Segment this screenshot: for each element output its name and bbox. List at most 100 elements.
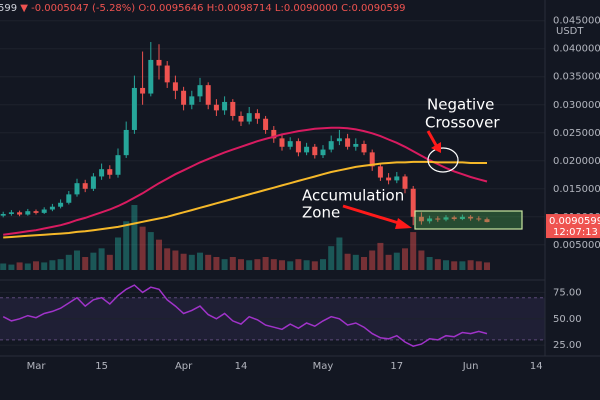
change: ▼ -0.0005047 (-5.28%) [20,3,135,14]
candle-body [279,138,285,147]
annotation: Zone [302,204,340,222]
candle-body [418,216,424,222]
candle-body [0,213,6,216]
candle-body [82,183,88,189]
volume-bar [361,257,367,270]
candle-body [115,155,121,175]
candle-body [131,87,137,130]
candle-body [271,129,277,139]
x-tick-label: May [313,361,334,372]
volume-bar [57,259,64,270]
price-tag [546,214,600,239]
candle-body [369,152,375,167]
close: C:0.0090599 [341,3,405,14]
candle-body [443,217,449,220]
volume-bar [451,261,458,270]
rsi-line [2,284,488,347]
volume-bar [115,237,121,270]
volume-bar [279,260,285,270]
arrow-head [431,142,441,153]
candle-body [148,59,154,94]
candle-body [263,118,269,130]
x-tick-label: 15 [95,361,108,372]
candle-body [295,141,301,153]
open: O:0.0095646 [138,3,203,14]
volume-bar [295,259,302,270]
x-tick-label: Mar [27,361,47,372]
candle-body [156,59,162,66]
volume-bar [475,261,482,270]
arrow [342,204,403,226]
volume-bar [156,239,162,270]
candle-body [25,211,31,215]
candle-body [476,218,482,220]
candle-body [468,216,474,219]
x-tick-label: Jun [462,361,479,372]
volume-bar [328,246,335,270]
candle-body [90,176,96,189]
arrow-head [395,218,412,229]
symbol: 599 [0,3,17,14]
volume-bar [139,226,146,270]
volume-bar [320,259,326,270]
volume-bar [33,261,39,270]
candle-body [394,176,400,181]
rsi-tick-label: 50.00 [553,314,582,325]
volume-bar [484,262,490,270]
volume-bar [188,254,195,270]
candle-body [140,87,146,94]
volume-bar [434,259,441,270]
volume-bar [410,232,417,270]
volume-bar [402,248,408,270]
volume-bar [287,261,294,270]
arrow [426,130,439,148]
candle-body [74,183,80,195]
volume-bar [106,254,113,270]
volume-bar [8,264,15,270]
volume-bar [90,252,97,270]
volume-bar [65,254,72,270]
candle-body [8,212,14,214]
volume-bar [426,257,433,270]
candle-body [361,143,367,153]
candle-body [123,129,129,156]
candle-body [17,212,23,215]
candle-body [451,217,457,220]
volume-bar [418,250,425,270]
candle-body [246,113,252,122]
volume-bar [172,250,179,270]
volume-bar [369,250,376,270]
candle-body [345,138,351,147]
candle-body [222,101,228,111]
volume-bar [180,253,187,270]
volume-bar [16,262,23,270]
countdown: 12:07:13 [553,227,598,238]
volume-bar [467,260,474,270]
x-tick-label: 17 [390,361,403,372]
rsi-tick-label: 25.00 [553,340,582,351]
candle-body [172,82,178,91]
volume-bar [213,257,220,270]
volume-bar [311,261,318,270]
candle-body [66,194,72,203]
volume-bar [254,259,261,270]
x-tick-label: Apr [175,361,193,372]
crossover-circle [427,147,459,173]
candle-body [213,104,219,111]
header: 599 ▼ -0.0005047 (-5.28%) O:0.0095646 H:… [0,3,406,14]
y-tick-label: 0.0450000 [553,16,600,27]
candle-body [377,166,383,178]
volume-bar [246,260,253,270]
candle-body [484,219,490,223]
candle-body [435,218,441,220]
volume-bar [385,254,392,270]
candle-body [99,169,105,177]
volume-bar [270,259,277,270]
annotation: Negative [427,96,494,114]
